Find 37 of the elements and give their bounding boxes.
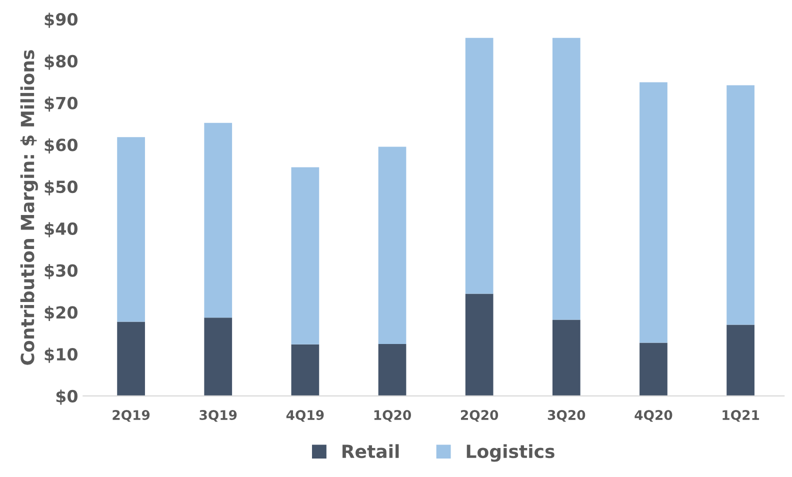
x-tick-label: 4Q19 [286,410,324,422]
bar [726,324,754,396]
y-tick-label: $80 [44,54,78,70]
x-tick-label: 1Q21 [722,410,760,422]
bar [552,320,580,396]
bar [465,294,494,396]
bar [117,322,145,396]
bar [204,122,232,318]
bar [378,344,406,396]
legend-label: Retail [342,444,399,458]
y-tick-label: $10 [44,348,78,363]
bar [640,342,668,396]
bar [291,344,320,396]
y-tick-label: $20 [44,306,78,321]
bar [640,82,668,343]
bar [291,167,320,344]
x-tick-label: 3Q20 [548,410,586,422]
x-tick-label: 4Q20 [634,410,672,422]
bar [726,85,754,325]
x-tick-label: 3Q19 [200,410,237,422]
y-tick-label: $70 [44,96,78,112]
y-tick-label: $60 [44,138,78,154]
bar [552,38,580,320]
bar [465,38,494,294]
x-tick-label: 2Q20 [460,410,498,422]
legend-label: Logistics [466,444,554,462]
bar [117,137,145,322]
bar [378,146,406,344]
y-tick-label: $90 [44,12,78,28]
y-tick-label: $40 [44,222,78,238]
y-tick-label: $30 [44,264,78,280]
y-tick-label: $50 [44,180,78,196]
x-tick-label: 2Q19 [112,410,150,422]
x-tick-label: 1Q20 [374,410,412,422]
y-axis-title: Contribution Margin: $ Millions [20,50,38,365]
bar [204,318,232,396]
y-tick-label: $0 [56,390,78,405]
